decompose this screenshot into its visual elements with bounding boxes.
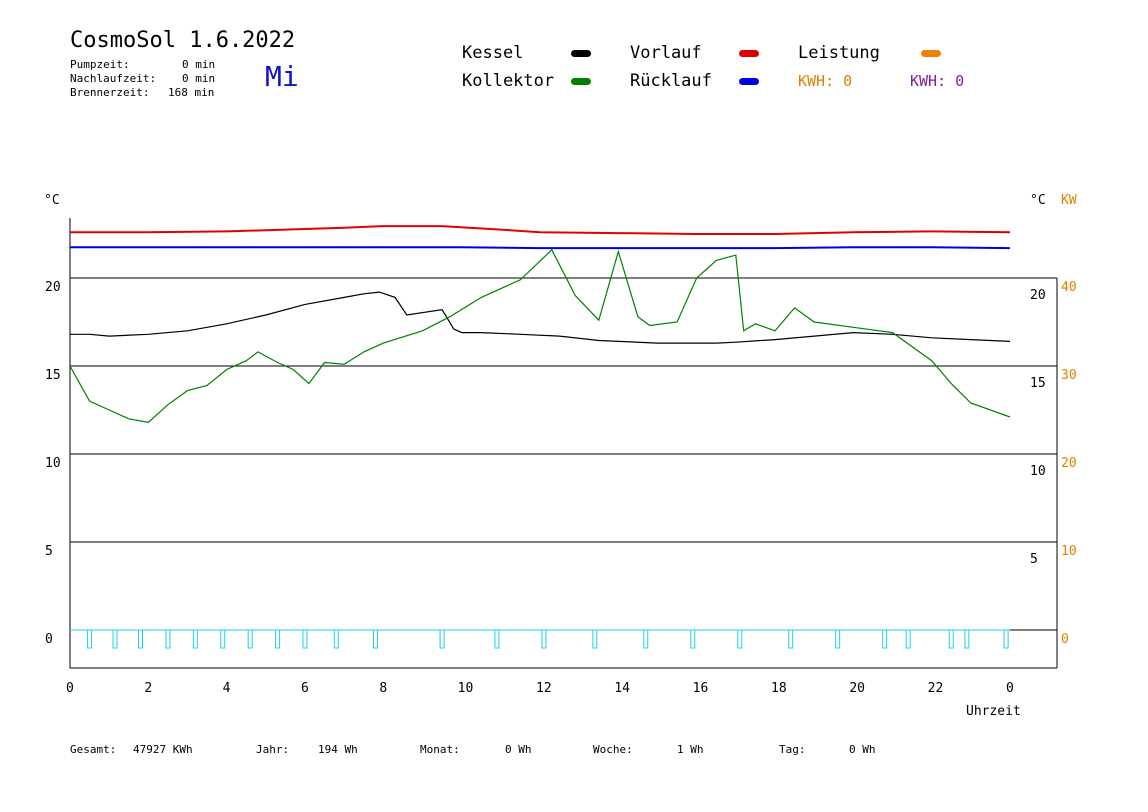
legend-ruecklauf-label: Rücklauf [630, 71, 712, 91]
x-tick-label: 0 [66, 681, 74, 696]
pump-pulse [905, 629, 911, 649]
pump-pulse [87, 629, 93, 649]
pump-pulse [737, 629, 743, 649]
y-tick-label-left: 20 [45, 280, 61, 295]
y-tick-label-left: 15 [45, 368, 61, 383]
kwh-total-readout: KWH: 0 [910, 72, 965, 90]
y-tick-label-right: 5 [1030, 552, 1038, 567]
pump-pulse [220, 629, 226, 649]
kwh-leistung-readout: KWH: 0 [798, 72, 853, 90]
y-tick-label-left: 10 [45, 456, 61, 471]
legend-ruecklauf-swatch [739, 78, 759, 85]
pump-pulse [165, 629, 171, 649]
legend-kollektor-label: Kollektor [462, 71, 555, 91]
pump-pulse [964, 629, 970, 649]
series-line-kollektor [69, 248, 1011, 423]
series-line-kessel [70, 291, 1011, 344]
y-tick-label-right: 20 [1030, 288, 1046, 303]
brennerzeit-label: Brennerzeit: [70, 86, 150, 99]
woche-value: 1 Wh [677, 743, 704, 756]
y-tick-label-kw: 40 [1061, 280, 1077, 295]
x-tick-label: 20 [849, 681, 865, 696]
x-tick-label: 12 [536, 681, 552, 696]
x-tick-label: 8 [379, 681, 387, 696]
legend-leistung-label: Leistung [798, 43, 880, 63]
pump-pulse [494, 629, 500, 649]
y-tick-label-left: 5 [45, 544, 53, 559]
pump-pulse [192, 629, 198, 649]
x-tick-label: 0 [1006, 681, 1014, 696]
monat-label: Monat: [420, 743, 460, 756]
pumpzeit-label: Pumpzeit: [70, 58, 130, 71]
jahr-label: Jahr: [256, 743, 290, 756]
y-tick-label-kw: 20 [1061, 456, 1077, 471]
brennerzeit-value: 168 min [168, 86, 215, 99]
pumpzeit-value: 0 min [182, 58, 216, 71]
legend-kessel-label: Kessel [462, 43, 524, 63]
legend-vorlauf-swatch [739, 50, 759, 57]
gesamt-label: Gesamt: [70, 743, 117, 756]
x-axis-title: Uhrzeit [966, 704, 1021, 719]
legend-vorlauf-label: Vorlauf [630, 43, 702, 63]
woche-label: Woche: [593, 743, 633, 756]
legend-kollektor-swatch [571, 78, 591, 85]
y-axis-title-left: °C [44, 193, 60, 208]
y-tick-label-kw: 30 [1061, 368, 1077, 383]
pump-pulse [882, 629, 888, 649]
pump-pulse [302, 629, 308, 649]
pump-pulse [643, 629, 649, 649]
pump-pulse [835, 629, 841, 649]
weekday-label: Mi [265, 60, 299, 93]
series-line-ruecklauf [70, 246, 1011, 250]
pump-pulse [333, 629, 339, 649]
x-tick-label: 16 [693, 681, 709, 696]
nachlaufzeit-value: 0 min [182, 72, 216, 85]
x-tick-label: 14 [614, 681, 630, 696]
pump-pulse [275, 629, 281, 649]
pump-pulse [439, 629, 445, 649]
tag-label: Tag: [779, 743, 806, 756]
jahr-value: 194 Wh [318, 743, 358, 756]
x-tick-label: 4 [223, 681, 231, 696]
legend-leistung-swatch [921, 50, 941, 57]
y-tick-label-kw: 0 [1061, 632, 1069, 647]
pump-pulse [373, 629, 378, 649]
x-tick-label: 22 [928, 681, 944, 696]
y-tick-label-right: 10 [1030, 464, 1046, 479]
series-line-vorlauf [70, 225, 1011, 235]
monat-value: 0 Wh [505, 743, 532, 756]
pump-pulse [138, 629, 143, 649]
gesamt-value: 47927 KWh [133, 743, 193, 756]
pump-pulse [788, 629, 794, 649]
x-tick-label: 2 [144, 681, 152, 696]
y-axis-title-right: °C [1030, 193, 1046, 208]
legend-kessel-swatch [571, 50, 591, 57]
x-tick-label: 18 [771, 681, 787, 696]
pump-pulse [592, 629, 598, 649]
pump-pulse [1003, 629, 1009, 649]
pump-pulse [948, 629, 954, 649]
pump-pulse [690, 629, 696, 649]
pump-pulse [112, 629, 118, 649]
y-tick-label-kw: 10 [1061, 544, 1077, 559]
x-tick-label: 6 [301, 681, 309, 696]
page-title: CosmoSol 1.6.2022 [70, 28, 296, 53]
y-axis-title-kw: KW [1061, 193, 1077, 208]
y-tick-label-right: 15 [1030, 376, 1046, 391]
nachlaufzeit-label: Nachlaufzeit: [70, 72, 157, 85]
x-tick-label: 10 [458, 681, 474, 696]
pump-pulse [541, 629, 547, 649]
y-tick-label-left: 0 [45, 632, 53, 647]
tag-value: 0 Wh [849, 743, 876, 756]
pump-pulse [247, 629, 253, 649]
